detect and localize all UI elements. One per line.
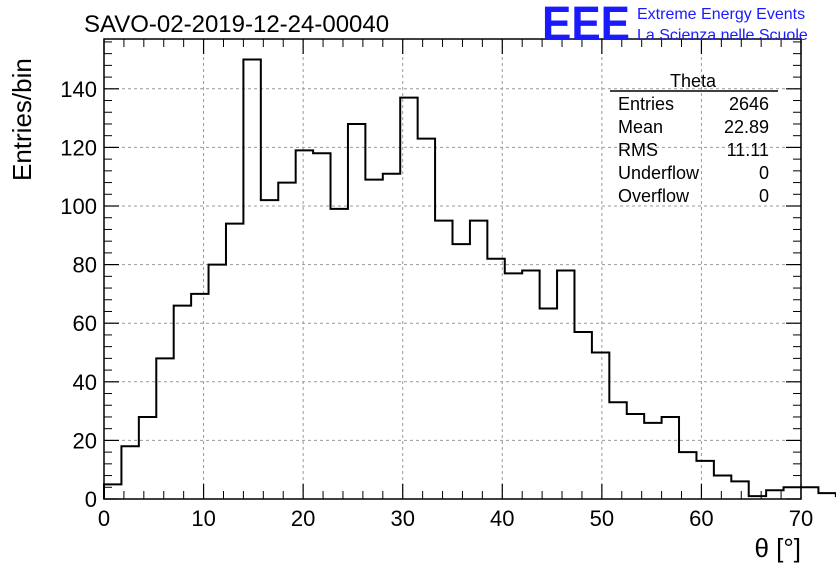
x-axis-title: θ [°] (754, 533, 801, 563)
histogram-outline (103, 58, 836, 499)
x-tick-labels: 0 10 20 30 40 50 60 70 (98, 506, 813, 531)
x-tick-label: 60 (689, 506, 713, 531)
plot-frame (103, 38, 802, 500)
stats-title: Theta (670, 71, 717, 91)
y-tick-label: 20 (73, 428, 97, 453)
stats-row-value: 0 (759, 163, 769, 183)
histogram-bin (818, 493, 835, 499)
histogram-bin (470, 221, 487, 499)
stats-row-value: 11.11 (727, 140, 769, 160)
y-tick-label: 140 (60, 77, 97, 102)
histogram-bin (365, 180, 382, 499)
x-tick-label: 70 (789, 506, 813, 531)
y-tick-label: 100 (60, 194, 97, 219)
histogram-bin (418, 139, 435, 499)
x-tick-label: 40 (490, 506, 514, 531)
x-tick-label: 0 (98, 506, 110, 531)
histogram-bin (627, 414, 644, 499)
histogram-bin (278, 183, 295, 499)
x-tick-label: 30 (390, 506, 414, 531)
histogram-bin (592, 353, 609, 499)
histogram-bin (226, 224, 243, 499)
stats-row-label: RMS (618, 140, 658, 160)
histogram-bin (191, 294, 208, 499)
histogram-bin (139, 417, 156, 499)
x-tick-label: 20 (291, 506, 315, 531)
histogram-bin (574, 332, 591, 499)
stats-row-value: 0 (759, 186, 769, 206)
histogram-bin (313, 153, 330, 499)
stats-rows: Entries 2646 Mean 22.89 RMS 11.11 Underflow 0 Ov… (618, 94, 769, 206)
x-tick-label: 50 (590, 506, 614, 531)
histogram-bin (261, 200, 278, 499)
histogram-bin (557, 270, 574, 499)
y-tick-label: 40 (73, 370, 97, 395)
histogram-bin (209, 265, 226, 499)
histogram-bin (644, 423, 661, 499)
histogram-bin (383, 174, 400, 499)
histogram-bin (662, 417, 679, 499)
histogram-bin (296, 150, 313, 499)
histogram-bin (174, 306, 191, 499)
stats-row-value: 22.89 (724, 117, 769, 137)
histogram-bin (696, 461, 713, 499)
histogram-bin (731, 481, 748, 499)
run-title: SAVO-02-2019-12-24-00040 (84, 11, 389, 38)
stats-row-label: Mean (618, 117, 663, 137)
stats-row-label: Underflow (618, 163, 700, 183)
stats-row-value: 2646 (729, 94, 769, 114)
eee-logo-line1: Extreme Energy Events (637, 6, 805, 23)
y-tick-label: 0 (85, 487, 97, 512)
eee-logo: EEE Extreme Energy Events La Scienza nel… (542, 0, 808, 51)
y-axis-title: Entries/bin (7, 58, 37, 181)
histogram-bin (104, 484, 121, 499)
histogram-bin (522, 270, 539, 499)
histogram-bin (243, 60, 260, 499)
eee-logo-line2: La Scienza nelle Scuole (637, 27, 808, 44)
axis-ticks (103, 39, 802, 500)
histogram-bin (505, 273, 522, 499)
histogram-bin (487, 259, 504, 499)
eee-logo-mark: EEE (542, 0, 630, 51)
histogram-bin (609, 402, 626, 499)
histogram-bin (801, 487, 818, 499)
histogram-bin (400, 98, 417, 499)
histogram-bin (540, 309, 557, 499)
stats-box: Theta Entries 2646 Mean 22.89 RMS 11.11 Underf… (610, 71, 778, 206)
histogram-bin (784, 487, 801, 499)
stats-row-label: Entries (618, 94, 674, 114)
histogram-bin (156, 358, 173, 499)
grid-lines (104, 39, 801, 499)
histogram-bin (331, 209, 348, 499)
y-tick-label: 120 (60, 135, 97, 160)
y-tick-label: 60 (73, 311, 97, 336)
x-tick-label: 10 (191, 506, 215, 531)
y-tick-label: 80 (73, 253, 97, 278)
y-tick-labels: 0 20 40 60 80 100 120 140 (60, 77, 97, 512)
histogram-bin (435, 221, 452, 499)
stats-row-label: Overflow (618, 186, 690, 206)
histogram-bin (714, 476, 731, 499)
histogram-bin (348, 124, 365, 499)
histogram-bin (453, 244, 470, 499)
